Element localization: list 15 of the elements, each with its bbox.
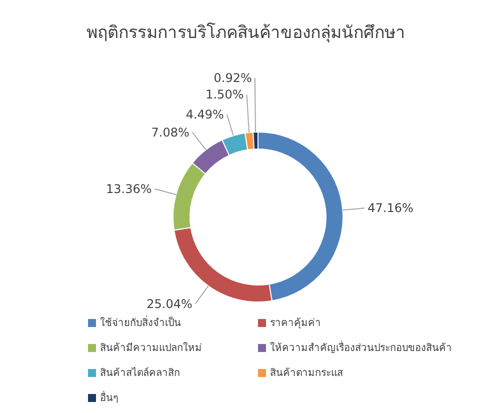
data-label: 0.92% [214, 71, 252, 86]
data-label: 25.04% [146, 296, 192, 311]
legend-label: สินค้ามีความแปลกใหม่ [100, 341, 202, 355]
legend-label: ให้ความสำคัญเรื่องส่วนประกอบของสินค้า [270, 340, 452, 355]
legend-label: ใช้จ่ายกับสิ่งจำเป็น [100, 315, 181, 330]
data-label: 13.36% [106, 182, 152, 196]
data-label: 7.08% [151, 125, 190, 140]
chart-title: พฤติกรรมการบริโภคสินค้าของกลุ่มนักศึกษา [86, 22, 406, 45]
data-label: 47.16% [368, 201, 414, 216]
legend-label: สินค้าสไตล์คลาสิก [100, 366, 180, 380]
legend-label: อื่นๆ [100, 390, 118, 405]
legend-label: สินค้าตามกระแส [270, 366, 343, 380]
data-label: 4.49% [186, 108, 224, 122]
legend-label: ราคาคุ้มค่า [270, 316, 321, 330]
data-label: 1.50% [206, 88, 244, 102]
